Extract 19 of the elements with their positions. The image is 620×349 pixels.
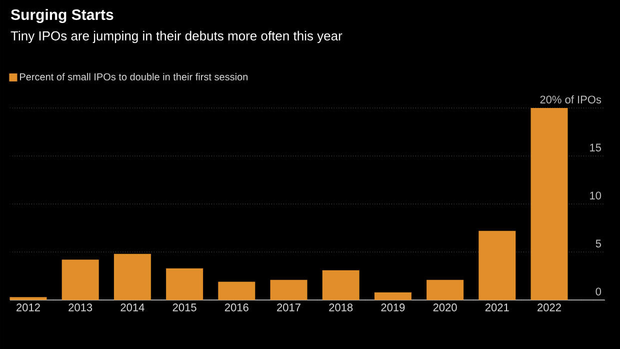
y-tick-label: 20% of IPOs — [540, 95, 602, 104]
x-tick-label: 2016 — [224, 304, 248, 312]
y-tick-label: 5 — [596, 240, 601, 248]
x-tick-label: 2018 — [329, 304, 353, 312]
x-tick-label: 2020 — [433, 304, 457, 312]
chart-subtitle: Tiny IPOs are jumping in their debuts more often this year — [10, 30, 342, 44]
legend-label: Percent of small IPOs to double in their first session — [20, 73, 248, 80]
y-tick-label: 15 — [590, 144, 601, 152]
x-tick-label: 2021 — [485, 304, 509, 312]
x-tick-label: 2012 — [16, 304, 40, 312]
x-tick-label: 2017 — [277, 304, 300, 312]
x-tick-label: 2014 — [120, 304, 144, 312]
x-tick-label: 2013 — [68, 304, 92, 312]
x-tick-label: 2015 — [172, 304, 196, 312]
chart-title: Surging Starts — [10, 8, 114, 24]
y-tick-label: 0 — [596, 288, 602, 296]
y-tick-label: 10 — [590, 192, 602, 200]
x-tick-label: 2022 — [538, 304, 561, 312]
x-tick-label: 2019 — [381, 304, 405, 312]
